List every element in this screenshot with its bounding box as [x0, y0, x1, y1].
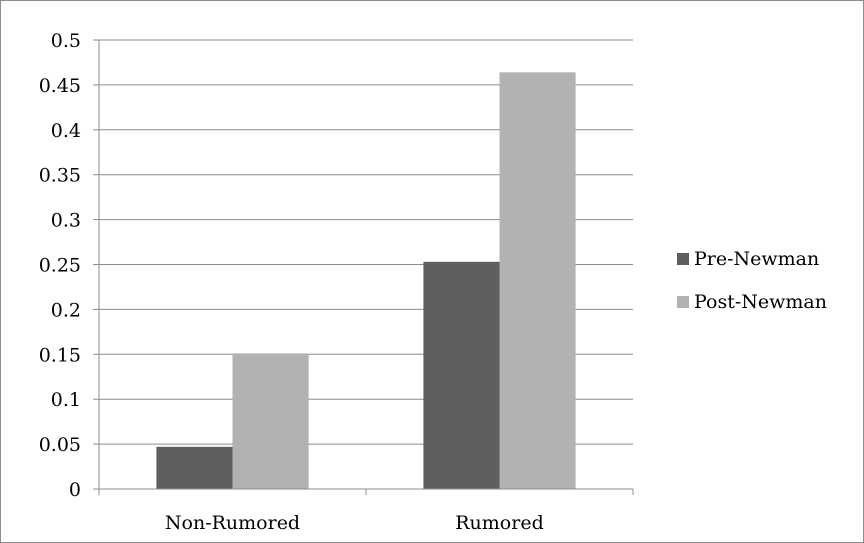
legend-label: Post-Newman: [694, 291, 827, 313]
bar-post-newman-non-rumored: [232, 353, 309, 489]
y-tick-label: 0.15: [39, 344, 81, 366]
legend-label: Pre-Newman: [694, 248, 819, 270]
y-tick-label: 0.05: [39, 434, 81, 456]
legend-swatch: [677, 253, 689, 265]
gridlines: [99, 39, 633, 445]
y-tick-label: 0.3: [51, 210, 81, 232]
legend-swatch: [677, 296, 689, 308]
axes: [93, 39, 634, 495]
y-tick-label: 0: [69, 479, 81, 501]
y-tick-label: 0.4: [51, 120, 81, 142]
y-tick-label: 0.25: [39, 255, 81, 277]
x-axis-tick-labels: Non-Rumored Rumored: [165, 512, 544, 534]
legend: Pre-Newman Post-Newman: [677, 248, 827, 313]
bar-pre-newman-non-rumored: [156, 446, 233, 489]
x-tick-label: Rumored: [455, 512, 544, 534]
x-tick-label: Non-Rumored: [165, 512, 300, 534]
y-tick-label: 0.45: [39, 75, 81, 97]
y-tick-label: 0.2: [51, 299, 81, 321]
bars: [156, 72, 576, 489]
y-tick-label: 0.35: [39, 165, 81, 187]
bar-pre-newman-rumored: [423, 261, 500, 489]
y-axis-tick-labels: 0 0.05 0.1 0.15 0.2 0.25 0.3 0.35 0.4 0.45 0.5: [39, 30, 81, 501]
bar-post-newman-rumored: [499, 72, 576, 489]
y-tick-label: 0.5: [51, 30, 81, 52]
y-tick-label: 0.1: [51, 389, 81, 411]
